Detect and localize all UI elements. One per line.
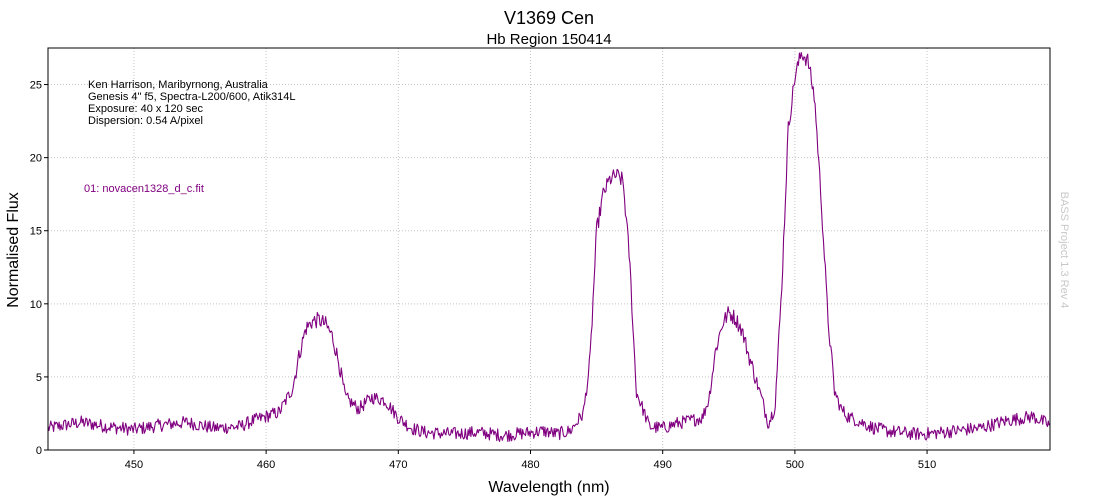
spectrum-line xyxy=(48,52,1050,443)
x-tick-label: 450 xyxy=(125,459,143,471)
grid-lines xyxy=(48,48,1050,450)
x-tick-label: 470 xyxy=(389,459,407,471)
x-tick-label: 480 xyxy=(521,459,539,471)
x-tick-label: 510 xyxy=(918,459,936,471)
chart-title: V1369 Cen xyxy=(504,8,594,28)
plot-area-border xyxy=(47,47,1051,451)
annotation-observer: Ken Harrison, Maribyrnong, Australia xyxy=(88,79,269,91)
chart-subtitle: Hb Region 150414 xyxy=(486,31,611,48)
x-tick-label: 460 xyxy=(257,459,275,471)
series-label: 01: novacen1328_d_c.fit xyxy=(84,183,204,195)
annotation-equipment: Genesis 4" f5, Spectra-L200/600, Atik314… xyxy=(88,91,296,103)
y-tick-label: 5 xyxy=(36,372,42,384)
annotation-dispersion: Dispersion: 0.54 A/pixel xyxy=(88,115,203,127)
x-tick-label: 500 xyxy=(786,459,804,471)
y-axis-label: Normalised Flux xyxy=(5,192,22,308)
y-tick-label: 15 xyxy=(30,226,42,238)
y-tick-label: 20 xyxy=(30,153,42,165)
x-axis-label: Wavelength (nm) xyxy=(488,479,609,496)
y-tick-label: 10 xyxy=(30,299,42,311)
y-tick-label: 25 xyxy=(30,80,42,92)
annotation-exposure: Exposure: 40 x 120 sec xyxy=(88,103,203,115)
x-tick-label: 490 xyxy=(654,459,672,471)
y-tick-label: 0 xyxy=(36,445,42,457)
software-watermark: BASS Project 1.3 Rev 4 xyxy=(1058,192,1070,309)
series-layer xyxy=(48,52,1050,443)
